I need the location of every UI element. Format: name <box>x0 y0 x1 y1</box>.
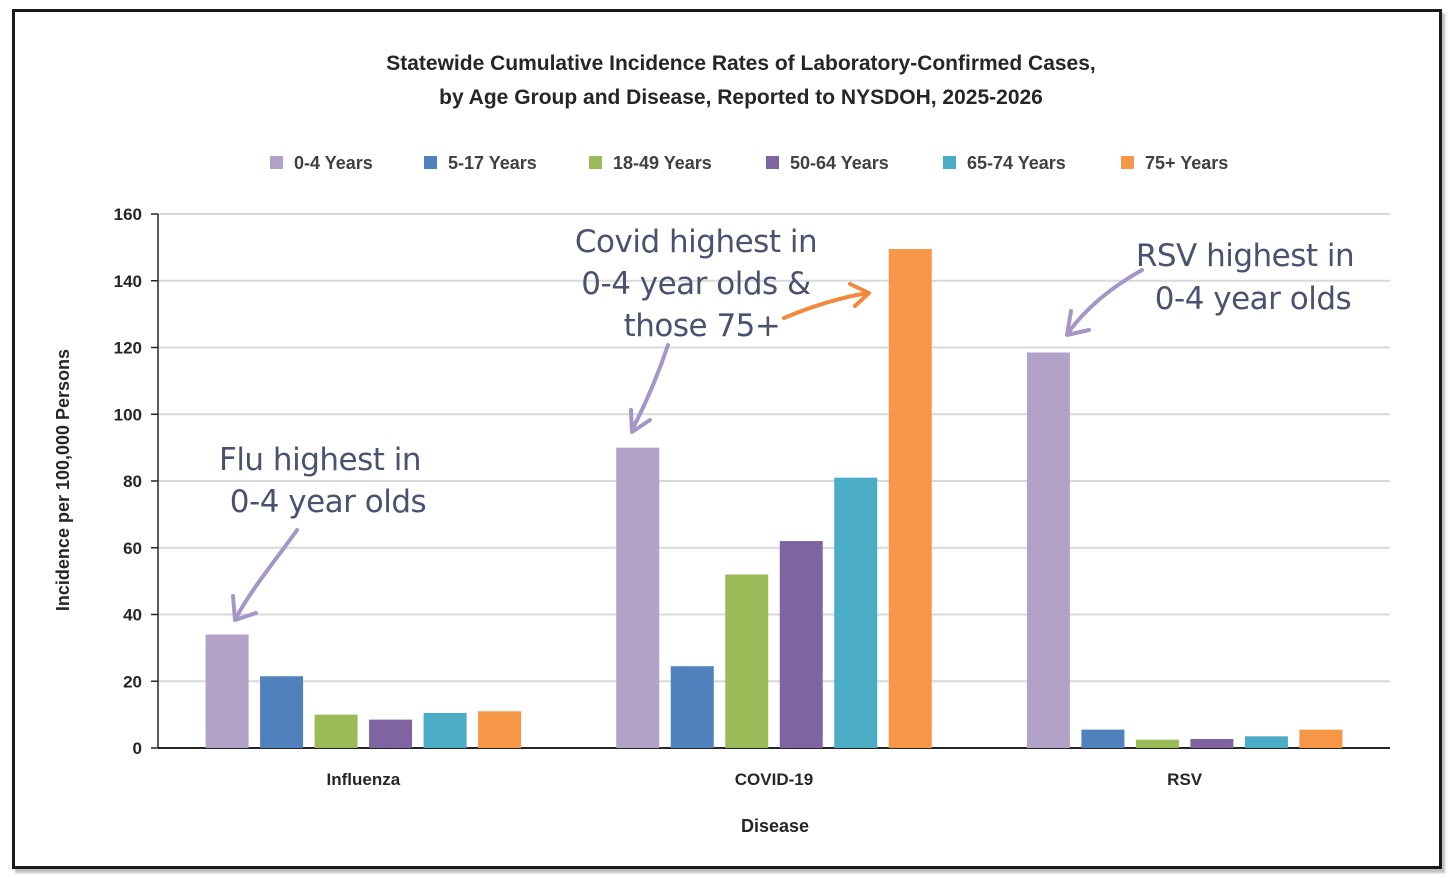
bar <box>369 719 413 748</box>
y-tick-label: 80 <box>123 472 142 491</box>
y-tick-label: 160 <box>114 205 142 224</box>
x-tick-label: RSV <box>1167 770 1203 789</box>
legend: 0-4 Years 5-17 Years 18-49 Years 50-64 Year… <box>270 153 1228 173</box>
bar <box>1135 739 1179 748</box>
rsv-annotation-arrowhead <box>1065 309 1091 337</box>
y-axis-ticks: 0 20 40 60 80 100 120 140 160 <box>114 205 159 758</box>
legend-label: 50-64 Years <box>790 153 889 173</box>
bar <box>1244 736 1288 748</box>
legend-label: 5-17 Years <box>448 153 537 173</box>
y-tick-label: 20 <box>123 672 142 691</box>
bar <box>1081 729 1125 748</box>
bar <box>779 541 823 748</box>
bar <box>260 676 304 748</box>
covid-75plus-annotation-arrow <box>782 291 870 320</box>
flu-annotation-arrowhead <box>231 594 258 622</box>
covid-75plus-annotation-arrowhead <box>848 282 871 308</box>
x-tick-label: Influenza <box>326 770 400 789</box>
legend-swatch <box>424 156 437 169</box>
rsv-annotation-arrow <box>1066 268 1144 335</box>
legend-label: 65-74 Years <box>967 153 1066 173</box>
bar <box>616 447 660 748</box>
bar <box>670 666 714 748</box>
rsv-annotation-line-1: RSV highest in <box>1136 238 1354 274</box>
legend-label: 75+ Years <box>1145 153 1228 173</box>
legend-swatch <box>1121 156 1134 169</box>
y-tick-label: 120 <box>114 339 142 358</box>
gridlines <box>158 213 1390 749</box>
y-tick-label: 40 <box>123 606 142 625</box>
x-tick-label: COVID-19 <box>735 770 813 789</box>
y-tick-label: 60 <box>123 539 142 558</box>
bar <box>478 711 522 748</box>
y-tick-label: 100 <box>114 405 142 424</box>
bars <box>205 249 1343 748</box>
legend-swatch <box>766 156 779 169</box>
flu-annotation-line-1: Flu highest in <box>219 442 421 478</box>
bar <box>834 477 878 748</box>
covid-annotation-line-1: Covid highest in <box>575 224 817 260</box>
x-axis-label: Disease <box>741 816 809 836</box>
bar <box>314 714 358 748</box>
x-axis-ticks: Influenza COVID-19 RSV <box>326 770 1202 789</box>
bar <box>1299 729 1343 748</box>
bar <box>1190 738 1234 748</box>
y-axis-label: Incidence per 100,000 Persons <box>53 349 73 611</box>
covid-annotation-arrow <box>630 343 670 432</box>
legend-label: 0-4 Years <box>294 153 373 173</box>
y-tick-label: 0 <box>133 739 142 758</box>
chart-title: Statewide Cumulative Incidence Rates of … <box>386 52 1096 75</box>
rsv-annotation-line-2: 0-4 year olds <box>1155 281 1351 317</box>
flu-annotation-line-2: 0-4 year olds <box>230 484 426 520</box>
legend-swatch <box>589 156 602 169</box>
bar <box>888 249 932 748</box>
covid-annotation-line-3: those 75+ <box>624 308 781 344</box>
bar <box>1026 352 1070 748</box>
flu-annotation-arrow <box>234 528 299 620</box>
annotations: Flu highest in 0-4 year olds Covid highe… <box>219 224 1355 622</box>
covid-annotation-line-2: 0-4 year olds & <box>581 266 811 302</box>
bar <box>205 634 249 748</box>
bar <box>423 712 467 748</box>
covid-annotation-arrowhead <box>629 408 652 434</box>
chart-subtitle: by Age Group and Disease, Reported to NY… <box>439 86 1043 109</box>
legend-label: 18-49 Years <box>613 153 712 173</box>
y-tick-label: 140 <box>114 272 142 291</box>
legend-swatch <box>270 156 283 169</box>
legend-swatch <box>943 156 956 169</box>
bar <box>725 574 769 748</box>
